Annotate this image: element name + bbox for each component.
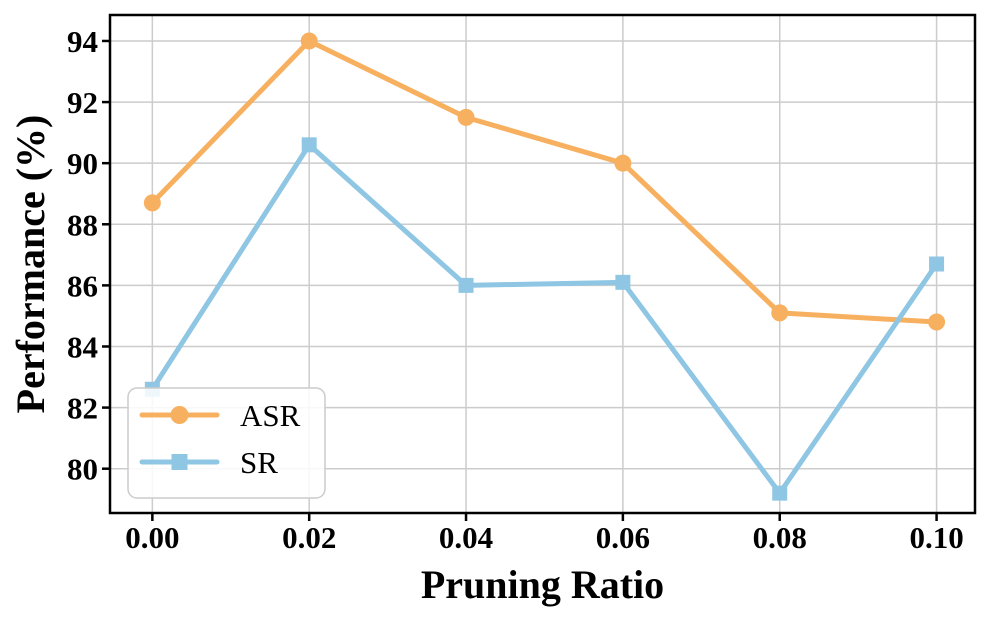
y-tick-label: 90	[67, 146, 98, 181]
series-asr-line	[149, 38, 940, 325]
series-sr-marker	[615, 274, 631, 290]
x-tick-label: 0.08	[753, 520, 807, 555]
series-asr-marker	[300, 32, 318, 50]
y-tick-label: 82	[67, 391, 98, 426]
series-sr-marker	[772, 485, 788, 501]
y-axis-label: Performance (%)	[8, 115, 53, 414]
series-sr-line	[149, 142, 940, 496]
series-asr-marker	[143, 194, 161, 212]
series-asr-marker	[771, 304, 789, 322]
y-tick-label: 92	[67, 85, 98, 120]
legend-square-marker-icon	[171, 454, 188, 470]
x-tick-label: 0.10	[909, 520, 963, 555]
series-sr-marker	[458, 277, 474, 293]
x-tick-label: 0.06	[596, 520, 650, 555]
x-tick-label: 0.04	[439, 520, 493, 555]
y-tick-label: 88	[67, 207, 98, 242]
x-tick-label: 0.00	[125, 520, 179, 555]
legend-label: SR	[240, 445, 278, 480]
y-tick-label: 86	[67, 268, 98, 303]
series-sr-marker	[301, 137, 317, 153]
series-asr-marker	[457, 108, 475, 126]
series-asr-marker	[928, 313, 946, 331]
x-tick-label: 0.02	[282, 520, 336, 555]
y-tick-label: 80	[67, 452, 98, 487]
legend-circle-marker-icon	[170, 406, 189, 424]
legend-label: ASR	[240, 398, 301, 433]
plot-border	[108, 13, 977, 515]
y-tick-label: 84	[67, 329, 98, 364]
series-asr-marker	[614, 154, 632, 172]
series-sr-marker	[929, 256, 945, 272]
y-tick-label: 94	[67, 24, 98, 59]
x-axis-label: Pruning Ratio	[421, 562, 664, 607]
